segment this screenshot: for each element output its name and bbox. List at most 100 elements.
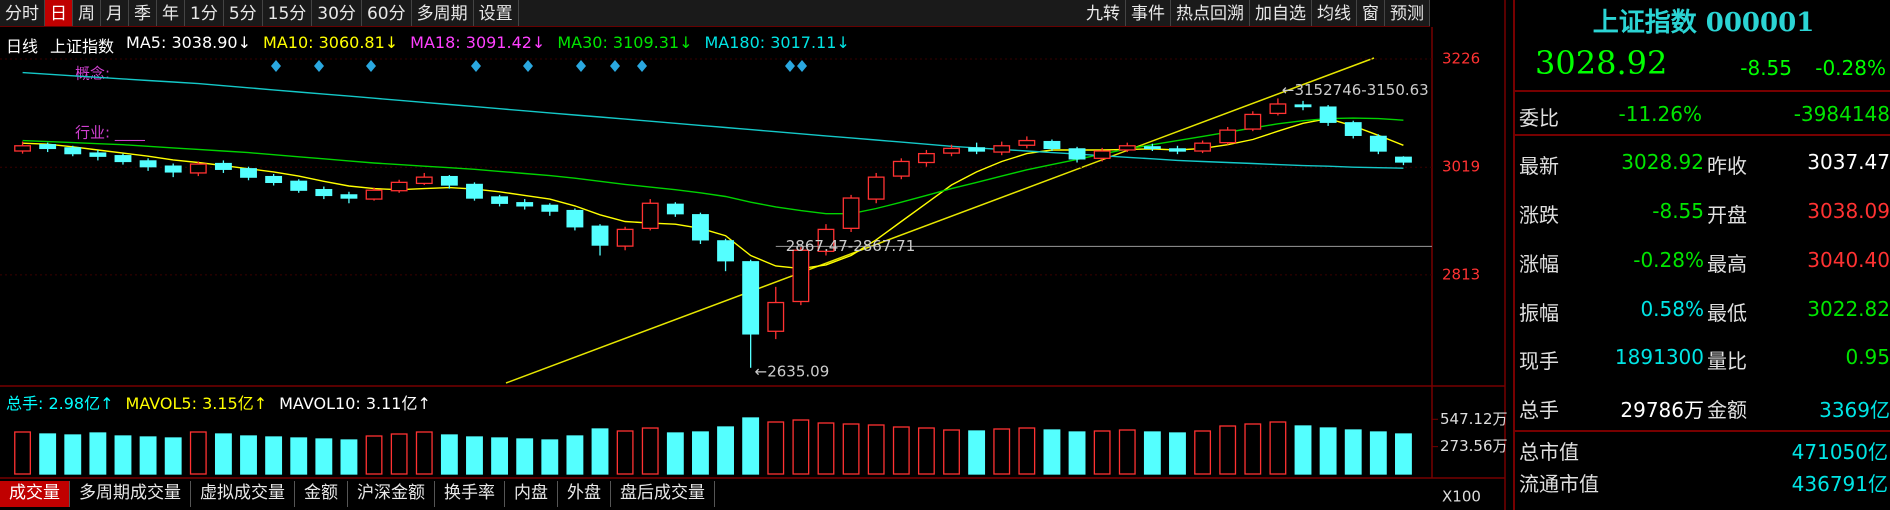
quote-value: 0.58% xyxy=(1640,297,1704,321)
volume-bar xyxy=(466,436,483,475)
quote-label: 振幅 xyxy=(1519,301,1559,325)
industry-label: 行业: ____ xyxy=(75,124,145,143)
toolbar: 分时日周月季年 1分 5分 15分 30分 60分 多周期 设置 九转 事件 热点回溯 加自选 均线窗预… xyxy=(0,0,1430,27)
tab[interactable]: 多周期成交量 xyxy=(70,481,191,507)
candle-body xyxy=(64,147,82,155)
quote-label: 现手 xyxy=(1519,349,1559,373)
quote-value: 29786万 xyxy=(1620,398,1704,422)
quote-value: 436791亿 xyxy=(1791,472,1888,496)
security-name: 上证指数 xyxy=(50,37,115,56)
toolbar-button[interactable]: 均线 xyxy=(1312,0,1357,26)
candle-body xyxy=(290,180,308,191)
annotation: 2867.47-2867.71 xyxy=(786,237,915,255)
candle-body xyxy=(867,176,885,200)
candle-body xyxy=(817,228,835,252)
quote-label: 金额 xyxy=(1707,398,1747,422)
toolbar-button[interactable]: 60分 xyxy=(362,0,412,26)
separator xyxy=(1515,90,1890,92)
volume-bar xyxy=(89,432,107,475)
tab[interactable]: 沪深金额 xyxy=(348,481,435,507)
toolbar-button[interactable]: 5分 xyxy=(224,0,263,26)
volume-bar xyxy=(993,428,1011,475)
toolbar-button[interactable]: 窗 xyxy=(1357,0,1385,26)
tab[interactable]: 成交量 xyxy=(0,481,70,507)
volume-bar xyxy=(1344,429,1362,475)
quote-label: 委比 xyxy=(1519,106,1559,130)
tab[interactable]: 内盘 xyxy=(505,481,558,507)
volume-bar xyxy=(64,434,82,475)
candle-body xyxy=(466,183,483,199)
tab[interactable]: 虚拟成交量 xyxy=(191,481,295,507)
toolbar-button[interactable]: 设置 xyxy=(474,0,519,26)
toolbar-button[interactable]: 九转 xyxy=(1081,0,1126,26)
toolbar-button[interactable]: 多周期 xyxy=(412,0,474,26)
candle-body xyxy=(39,144,57,150)
toolbar-button[interactable]: 日 xyxy=(45,0,73,26)
chart: 概念: 行业: ____ X100 2813 3019 3226 ←2635.09 ←3… xyxy=(0,0,1508,510)
quote-label: 涨幅 xyxy=(1519,252,1559,276)
toolbar-button[interactable]: 15分 xyxy=(263,0,313,26)
candle-body xyxy=(591,225,609,246)
candle-body xyxy=(842,197,860,229)
candle-body xyxy=(516,202,534,207)
candle-body xyxy=(917,152,935,164)
quote-value: 3028.92 xyxy=(1621,150,1704,174)
volume-bar xyxy=(39,433,57,475)
ma-line xyxy=(22,117,1404,215)
candle-body xyxy=(692,214,709,241)
y-tick-label: 3019 xyxy=(1442,158,1480,176)
toolbar-button[interactable]: 月 xyxy=(101,0,129,26)
candle-body xyxy=(14,145,31,152)
volume-bar xyxy=(792,419,810,475)
toolbar-button[interactable]: 周 xyxy=(73,0,101,26)
toolbar-left: 分时日周月季年 1分 5分 15分 30分 60分 多周期 设置 xyxy=(0,0,519,26)
toolbar-button[interactable]: 30分 xyxy=(312,0,362,26)
candle-body xyxy=(164,165,182,173)
toolbar-button[interactable]: 1分 xyxy=(185,0,224,26)
candle-body xyxy=(641,202,659,229)
candle-body xyxy=(1269,103,1287,115)
toolbar-button[interactable]: 季 xyxy=(129,0,157,26)
tab[interactable]: 盘后成交量 xyxy=(611,481,715,507)
quote-label: 最高 xyxy=(1707,252,1747,276)
candle-body xyxy=(566,209,584,228)
candle-body xyxy=(1219,129,1237,144)
tab[interactable]: 外盘 xyxy=(558,481,611,507)
candle-body xyxy=(1043,140,1061,150)
volume-bar xyxy=(692,431,709,475)
y-tick-label: 273.56万 xyxy=(1440,437,1508,455)
volume-bar xyxy=(591,428,609,475)
volume-label: MAVOL10: 3.11亿↑ xyxy=(279,394,431,413)
candle-body xyxy=(365,189,383,200)
candle-body xyxy=(114,155,132,163)
quote-value: 1891300 xyxy=(1614,345,1704,369)
volume-bar xyxy=(164,437,182,475)
quote-change: -8.55 xyxy=(1740,56,1792,80)
quote-pct: -0.28% xyxy=(1815,56,1886,80)
tab[interactable]: 换手率 xyxy=(435,481,505,507)
volume-bar xyxy=(666,432,684,475)
volume-bar xyxy=(917,427,935,475)
quote-value: -11.26% xyxy=(1618,102,1702,126)
toolbar-button[interactable]: 加自选 xyxy=(1250,0,1312,26)
tab[interactable]: 金额 xyxy=(295,481,348,507)
candle-body xyxy=(1143,146,1161,150)
quote-label: 最低 xyxy=(1707,301,1747,325)
candle-body xyxy=(415,176,433,185)
candle-body xyxy=(240,168,257,178)
quote-value: 471050亿 xyxy=(1791,440,1888,464)
volume-bar xyxy=(1369,431,1387,475)
annotation: ←3152746-3150.63 xyxy=(1282,81,1429,99)
toolbar-button[interactable]: 热点回溯 xyxy=(1171,0,1250,26)
toolbar-button[interactable]: 事件 xyxy=(1126,0,1171,26)
ma-label: MA5: 3038.90↓ xyxy=(126,33,252,52)
toolbar-button[interactable]: 分时 xyxy=(0,0,45,26)
toolbar-button[interactable]: 年 xyxy=(157,0,185,26)
toolbar-button[interactable]: 预测 xyxy=(1385,0,1430,26)
volume-label: 总手: 2.98亿↑ xyxy=(6,394,114,413)
volume-bar xyxy=(1244,423,1262,475)
volume-label: MAVOL5: 3.15亿↑ xyxy=(125,394,268,413)
candle-body xyxy=(440,175,458,186)
volume-bar xyxy=(968,430,986,475)
candle-body xyxy=(767,301,785,332)
